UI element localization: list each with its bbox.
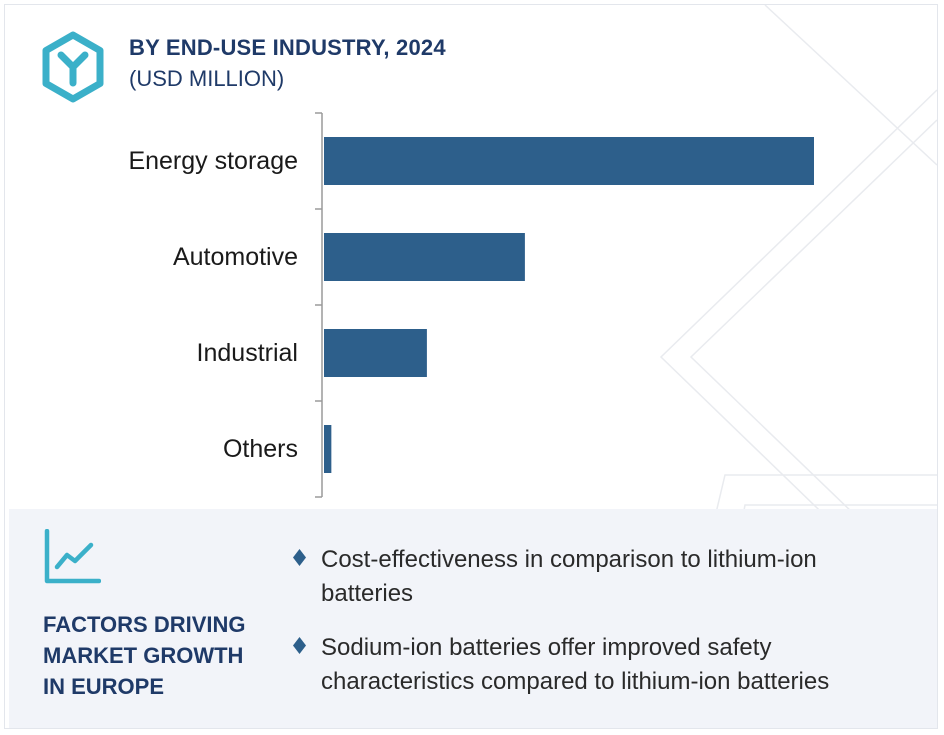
factors-heading-line: MARKET GROWTH <box>43 643 244 668</box>
hexagon-y-logo-icon <box>42 31 104 103</box>
growth-factors-panel: FACTORS DRIVING MARKET GROWTH IN EUROPE … <box>9 509 937 728</box>
chart-subtitle: (USD MILLION) <box>129 66 285 91</box>
category-label: Energy storage <box>128 147 298 175</box>
factor-text: Cost-effectiveness in comparison to lith… <box>321 546 817 607</box>
factors-heading: FACTORS DRIVING MARKET GROWTH IN EUROPE <box>43 609 263 702</box>
line-chart-trend-icon <box>44 529 101 584</box>
diamond-bullet-icon <box>293 637 306 654</box>
bar-automotive <box>324 233 525 281</box>
category-label: Industrial <box>197 339 298 367</box>
bar-industrial <box>324 329 427 377</box>
chart-card: BY END-USE INDUSTRY, 2024 (USD MILLION) … <box>4 4 938 729</box>
category-label: Others <box>223 435 298 463</box>
factors-list: Cost-effectiveness in comparison to lith… <box>291 543 911 719</box>
category-label: Automotive <box>173 243 298 271</box>
bar-others <box>324 425 332 473</box>
list-item: Sodium-ion batteries offer improved safe… <box>291 631 911 699</box>
diamond-bullet-icon <box>293 549 306 566</box>
list-item: Cost-effectiveness in comparison to lith… <box>291 543 911 611</box>
factors-heading-line: IN EUROPE <box>43 674 165 699</box>
factor-text: Sodium-ion batteries offer improved safe… <box>321 634 830 695</box>
bar-energy-storage <box>324 137 814 185</box>
factors-heading-line: FACTORS DRIVING <box>43 612 246 637</box>
chart-title: BY END-USE INDUSTRY, 2024 <box>129 35 446 60</box>
bar-chart: Energy storage Automotive Industrial Others <box>128 112 814 498</box>
